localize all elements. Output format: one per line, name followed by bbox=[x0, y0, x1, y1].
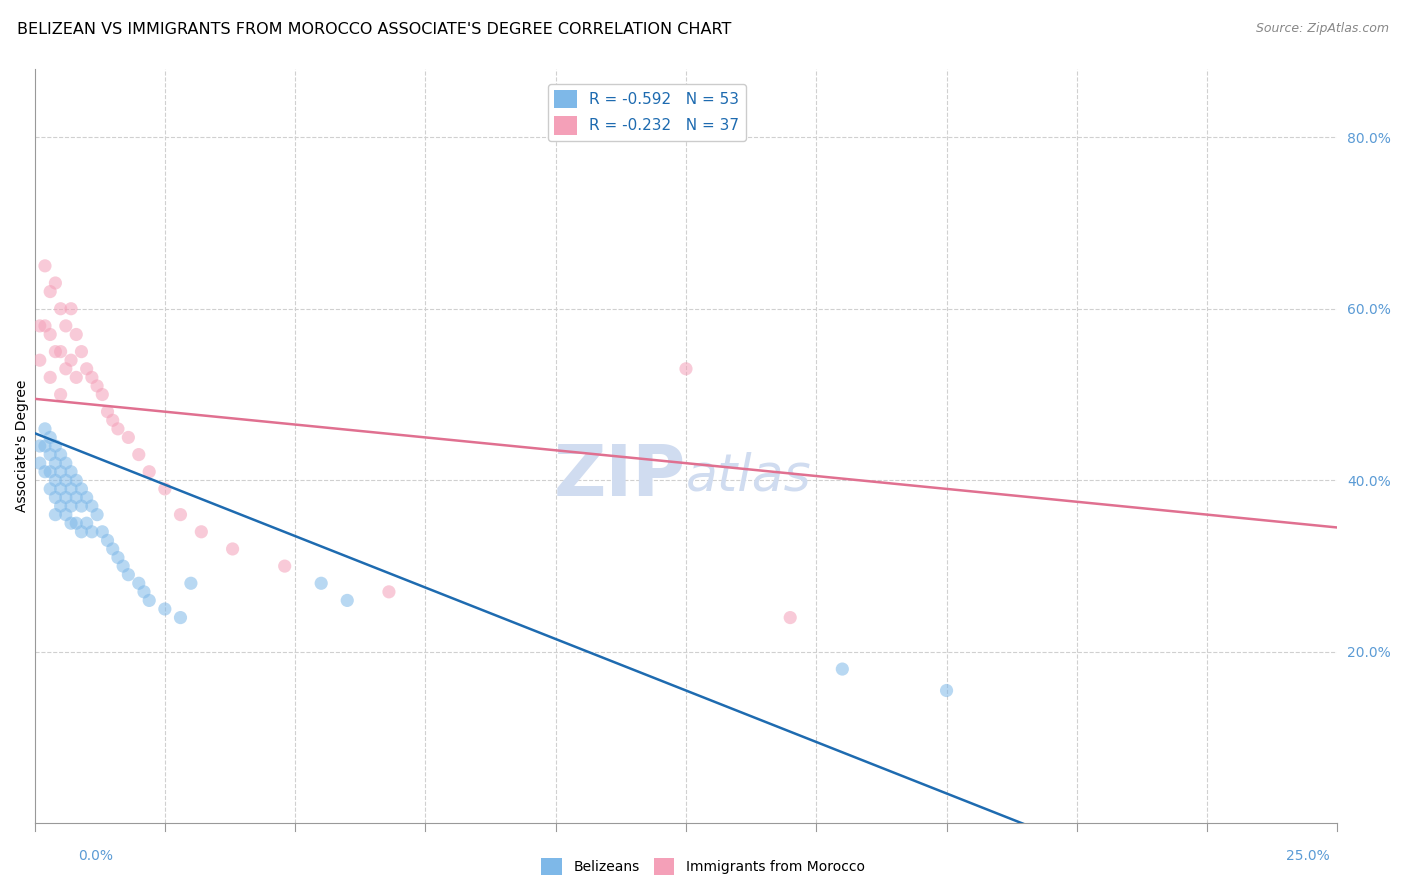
Text: Source: ZipAtlas.com: Source: ZipAtlas.com bbox=[1256, 22, 1389, 36]
Point bbox=[60, 353, 83, 368]
Point bbox=[49, 344, 72, 359]
Point bbox=[39, 465, 62, 479]
Point bbox=[65, 327, 87, 342]
Point bbox=[39, 430, 62, 444]
Point bbox=[70, 524, 93, 539]
Point bbox=[34, 439, 56, 453]
Point bbox=[39, 285, 62, 299]
Point bbox=[55, 491, 77, 505]
Point bbox=[153, 602, 176, 616]
Point bbox=[49, 499, 72, 513]
Point bbox=[117, 430, 139, 444]
Point bbox=[935, 683, 957, 698]
Point bbox=[49, 301, 72, 316]
Point bbox=[34, 422, 56, 436]
Point bbox=[39, 327, 62, 342]
Text: atlas: atlas bbox=[686, 451, 811, 501]
Point bbox=[101, 413, 124, 427]
Y-axis label: Associate's Degree: Associate's Degree bbox=[15, 380, 30, 512]
Point bbox=[153, 482, 176, 496]
Point bbox=[55, 473, 77, 487]
Point bbox=[28, 439, 51, 453]
Point bbox=[101, 541, 124, 556]
Point bbox=[34, 465, 56, 479]
Point bbox=[60, 482, 83, 496]
Point bbox=[44, 473, 66, 487]
Point bbox=[112, 559, 135, 574]
Point bbox=[39, 448, 62, 462]
Point bbox=[44, 508, 66, 522]
Point bbox=[49, 448, 72, 462]
Point bbox=[76, 361, 98, 376]
Point bbox=[44, 491, 66, 505]
Point bbox=[55, 508, 77, 522]
Point bbox=[91, 524, 114, 539]
Legend: R = -0.592   N = 53, R = -0.232   N = 37: R = -0.592 N = 53, R = -0.232 N = 37 bbox=[548, 84, 745, 141]
Point bbox=[28, 318, 51, 333]
Point bbox=[96, 405, 118, 419]
Point bbox=[49, 387, 72, 401]
Point bbox=[60, 516, 83, 531]
Point bbox=[55, 361, 77, 376]
Point bbox=[138, 465, 160, 479]
Point bbox=[65, 473, 87, 487]
Point bbox=[76, 516, 98, 531]
Point bbox=[39, 370, 62, 384]
Point bbox=[44, 276, 66, 290]
Point bbox=[39, 482, 62, 496]
Point bbox=[60, 301, 83, 316]
Point bbox=[831, 662, 853, 676]
Point bbox=[70, 482, 93, 496]
Point bbox=[76, 491, 98, 505]
Point bbox=[80, 524, 103, 539]
Point bbox=[779, 610, 801, 624]
Point bbox=[80, 499, 103, 513]
Point bbox=[86, 508, 108, 522]
Point bbox=[44, 344, 66, 359]
Point bbox=[49, 465, 72, 479]
Point bbox=[91, 387, 114, 401]
Point bbox=[107, 422, 129, 436]
Text: 0.0%: 0.0% bbox=[79, 849, 112, 863]
Point bbox=[60, 499, 83, 513]
Point bbox=[49, 482, 72, 496]
Text: ZIP: ZIP bbox=[554, 442, 686, 511]
Point bbox=[44, 456, 66, 470]
Point bbox=[169, 610, 191, 624]
Point bbox=[70, 344, 93, 359]
Point bbox=[675, 361, 697, 376]
Point bbox=[55, 318, 77, 333]
Point bbox=[336, 593, 359, 607]
Text: 25.0%: 25.0% bbox=[1285, 849, 1330, 863]
Point bbox=[107, 550, 129, 565]
Point bbox=[44, 439, 66, 453]
Point bbox=[60, 465, 83, 479]
Point bbox=[309, 576, 332, 591]
Point bbox=[128, 576, 150, 591]
Point bbox=[378, 585, 401, 599]
Legend: Belizeans, Immigrants from Morocco: Belizeans, Immigrants from Morocco bbox=[536, 853, 870, 880]
Point bbox=[65, 491, 87, 505]
Point bbox=[55, 456, 77, 470]
Point bbox=[86, 379, 108, 393]
Point bbox=[221, 541, 243, 556]
Point bbox=[169, 508, 191, 522]
Point bbox=[70, 499, 93, 513]
Point bbox=[80, 370, 103, 384]
Point bbox=[65, 516, 87, 531]
Point bbox=[190, 524, 212, 539]
Point bbox=[28, 456, 51, 470]
Point bbox=[34, 318, 56, 333]
Point bbox=[34, 259, 56, 273]
Point bbox=[96, 533, 118, 548]
Point bbox=[132, 585, 155, 599]
Text: BELIZEAN VS IMMIGRANTS FROM MOROCCO ASSOCIATE'S DEGREE CORRELATION CHART: BELIZEAN VS IMMIGRANTS FROM MOROCCO ASSO… bbox=[17, 22, 731, 37]
Point bbox=[273, 559, 295, 574]
Point bbox=[65, 370, 87, 384]
Point bbox=[128, 448, 150, 462]
Point bbox=[180, 576, 202, 591]
Point bbox=[138, 593, 160, 607]
Point bbox=[28, 353, 51, 368]
Point bbox=[117, 567, 139, 582]
